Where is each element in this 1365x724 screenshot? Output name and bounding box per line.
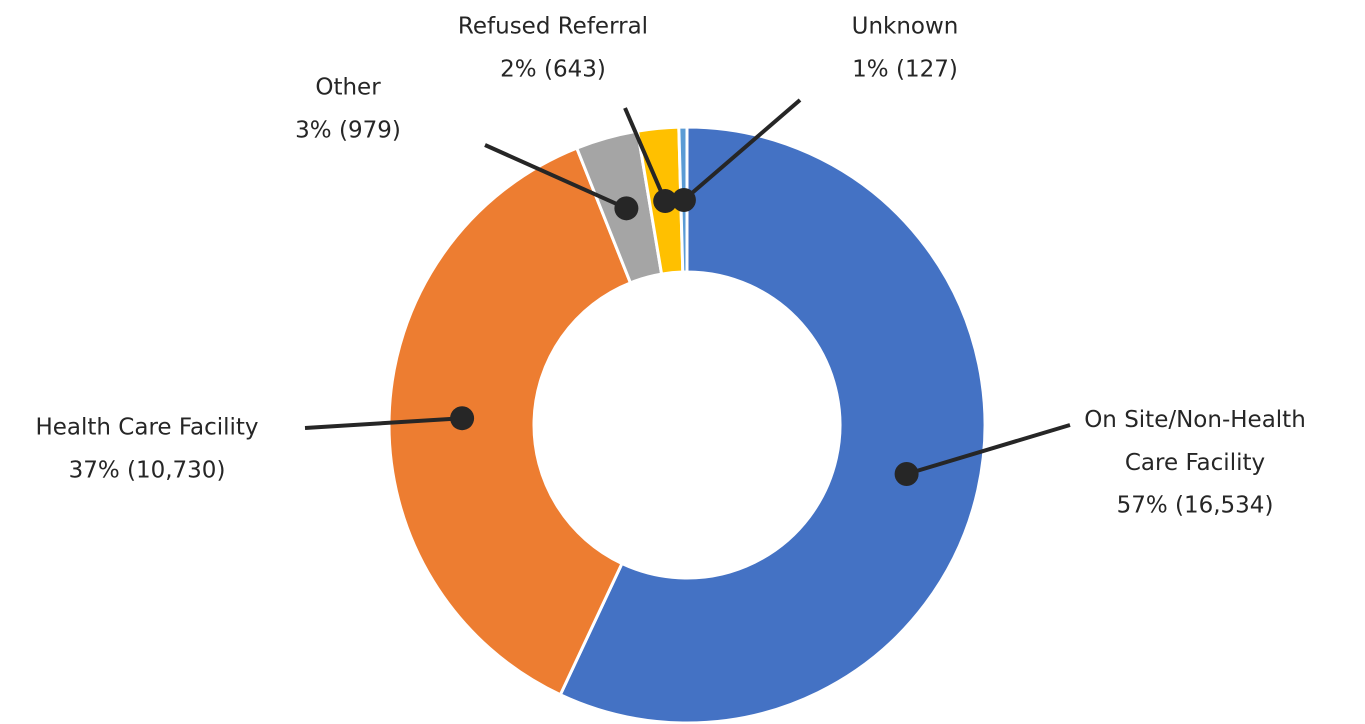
leader-dot [894,462,919,487]
category-label: On Site/Non-Health Care Facility [1084,407,1306,476]
leader-line [623,107,668,202]
leader-line [906,423,1071,476]
category-label: Refused Referral [458,14,648,40]
leader-line [682,98,802,202]
value-label: 57% (16,534) [1117,493,1274,519]
leader-dot [614,196,639,221]
value-label: 3% (979) [295,118,401,144]
category-label: Health Care Facility [35,415,258,441]
leader-dot [671,188,696,213]
value-label: 37% (10,730) [69,458,226,484]
leader-line [484,143,628,211]
donut-slice [558,125,987,724]
category-label: Other [315,75,381,101]
donut-slice [387,146,633,697]
value-label: 1% (127) [852,57,958,83]
value-label: 2% (643) [500,57,606,83]
category-label: Unknown [852,14,959,40]
leader-dot [653,189,678,214]
leader-dot [450,406,475,431]
leader-line [304,416,463,430]
